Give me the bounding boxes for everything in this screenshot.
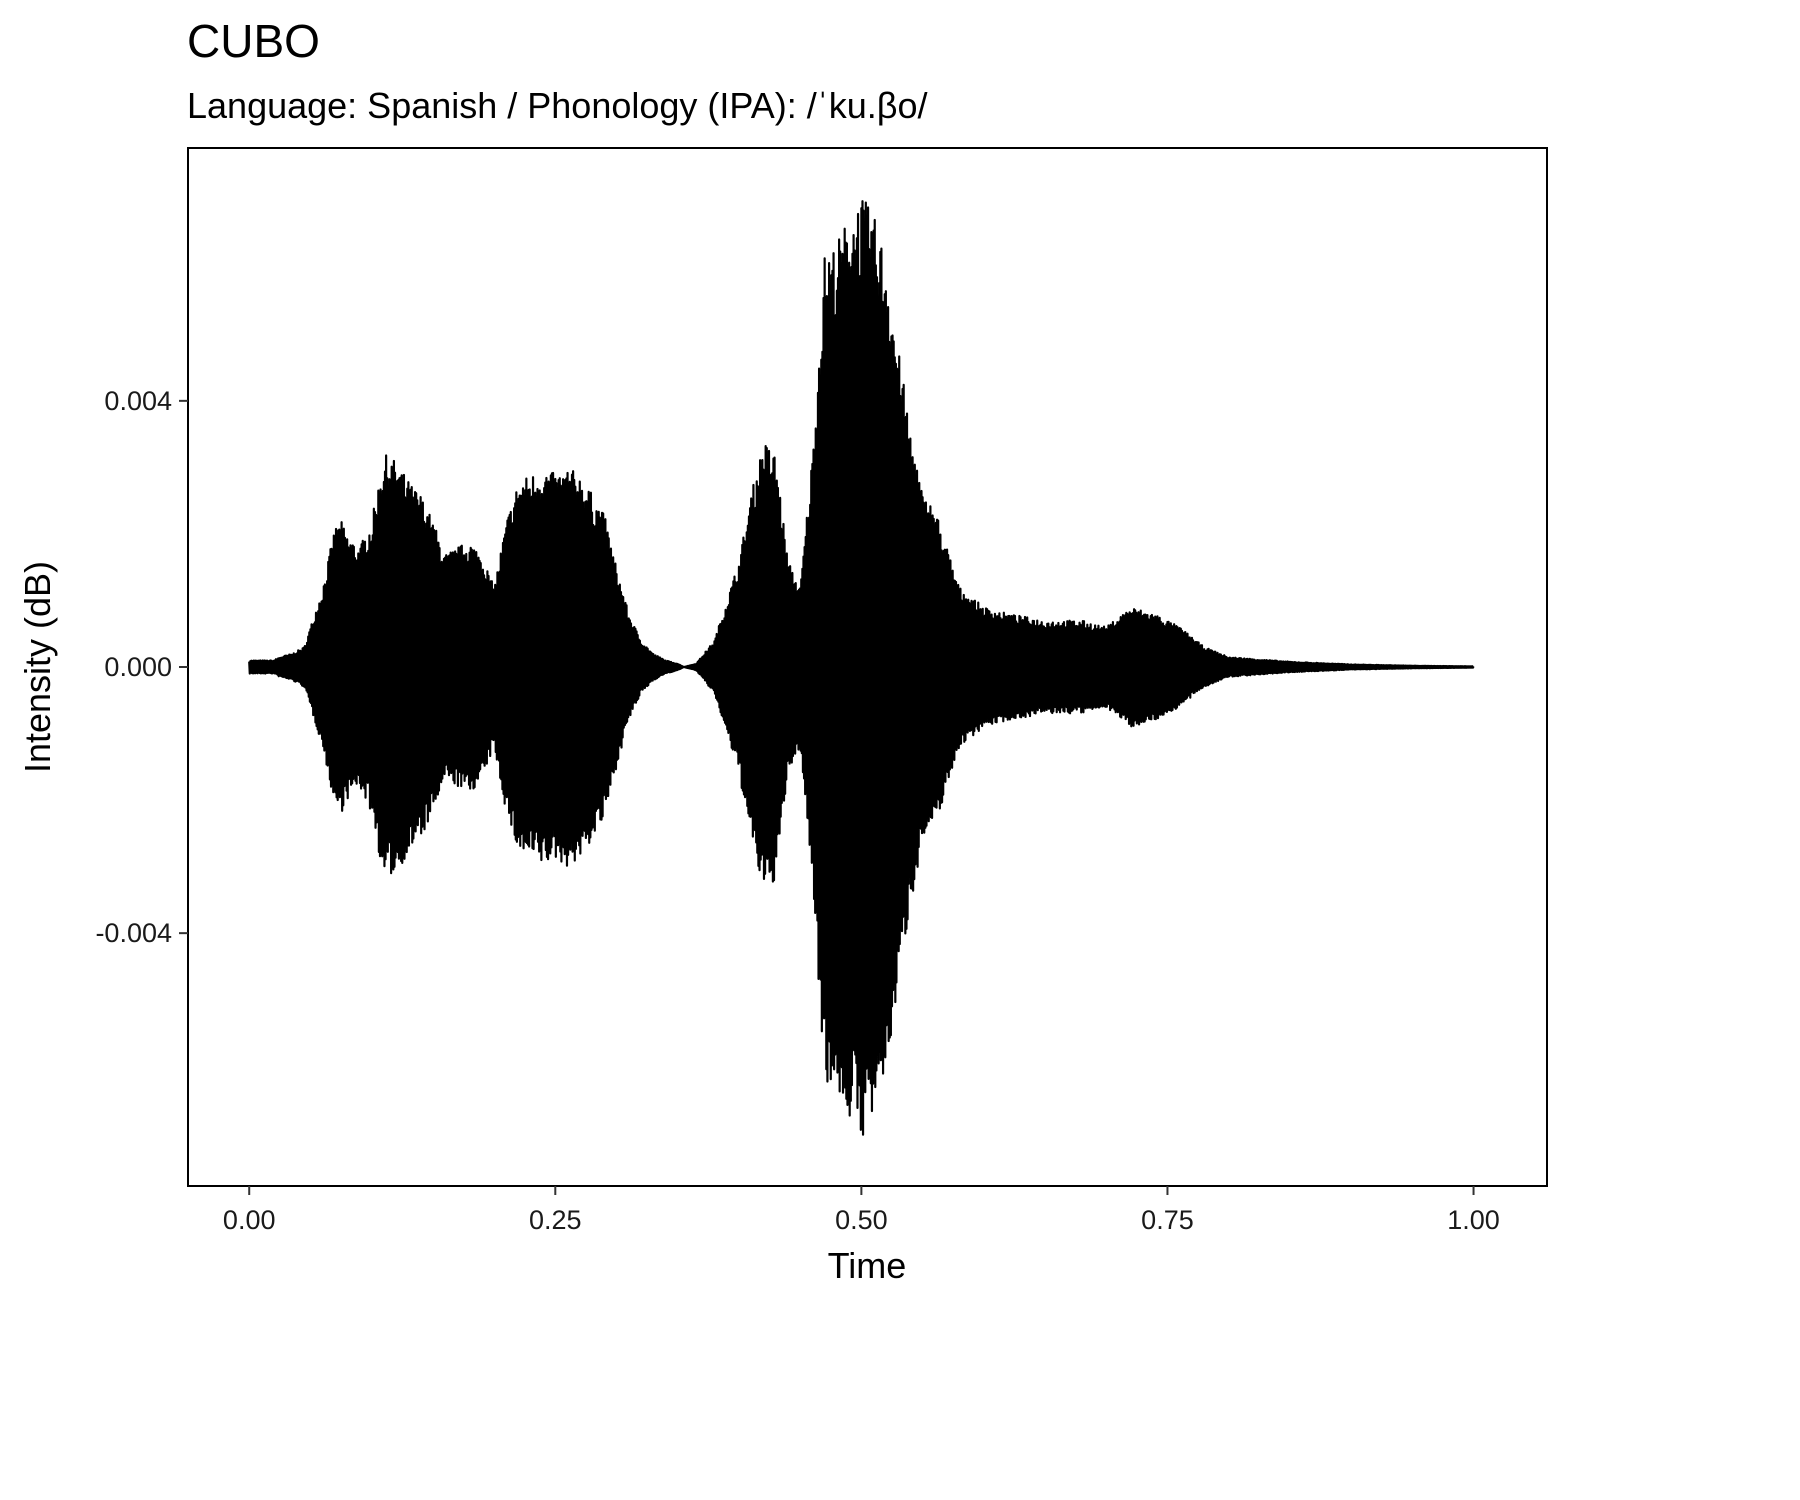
x-tick-label-3: 0.75 (1141, 1205, 1194, 1235)
chart-title: CUBO (187, 15, 320, 67)
chart-subtitle: Language: Spanish / Phonology (IPA): /ˈk… (187, 85, 928, 126)
x-axis-title: Time (828, 1245, 907, 1286)
y-axis-title: Intensity (dB) (17, 561, 58, 773)
x-tick-label-2: 0.50 (835, 1205, 888, 1235)
y-tick-label-2: -0.004 (95, 918, 172, 948)
y-tick-label-0: 0.004 (104, 386, 172, 416)
y-axis: 0.004 0.000 -0.004 (95, 386, 188, 948)
y-tick-label-1: 0.000 (104, 652, 172, 682)
x-tick-label-4: 1.00 (1447, 1205, 1500, 1235)
x-axis: 0.00 0.25 0.50 0.75 1.00 (223, 1186, 1500, 1235)
waveform-line (248, 200, 1475, 1136)
x-tick-label-0: 0.00 (223, 1205, 276, 1235)
x-tick-label-1: 0.25 (529, 1205, 582, 1235)
waveform-layer (248, 200, 1475, 1136)
chart: CUBO Language: Spanish / Phonology (IPA)… (17, 15, 1548, 1286)
